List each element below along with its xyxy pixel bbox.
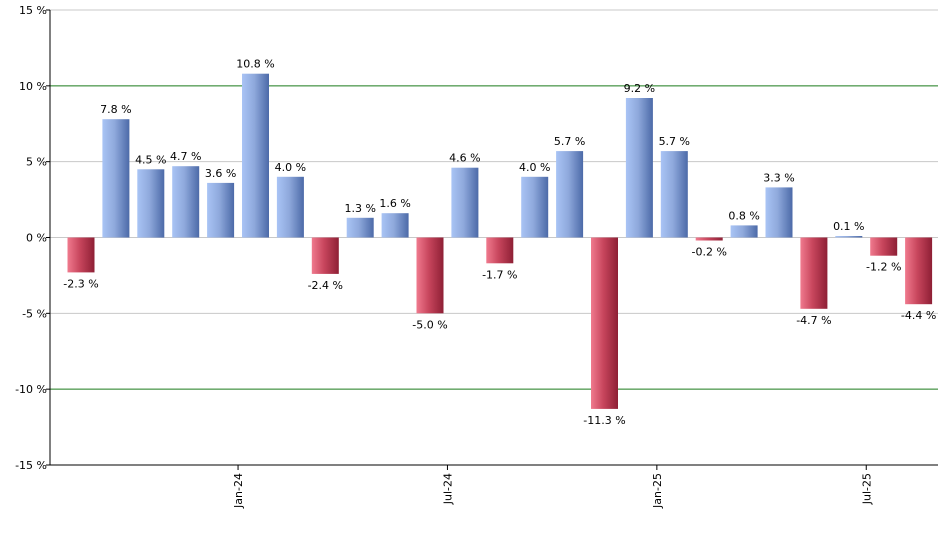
data-label: -4.7 % [796, 314, 831, 327]
data-label: 1.3 % [344, 202, 375, 215]
bar [172, 166, 200, 238]
y-tick-label: -5 % [22, 307, 47, 320]
data-label: 5.7 % [554, 135, 585, 148]
data-label: -1.7 % [482, 268, 517, 281]
bar [102, 119, 130, 238]
data-label: -0.2 % [691, 246, 726, 259]
data-label: -2.3 % [63, 277, 98, 290]
data-label: 5.7 % [659, 135, 690, 148]
bar [695, 237, 723, 241]
data-label: 1.6 % [379, 197, 410, 210]
x-tick-label: Jan-25 [651, 473, 664, 509]
data-label: 3.3 % [763, 171, 794, 184]
bar [346, 217, 374, 238]
bar [381, 213, 409, 238]
bar [137, 169, 165, 238]
bar [835, 236, 863, 238]
y-tick-label: -15 % [15, 459, 47, 472]
bar [905, 237, 933, 305]
data-label: 10.8 % [236, 58, 274, 71]
data-label: -1.2 % [866, 261, 901, 274]
data-label: -4.4 % [901, 309, 936, 322]
bar [416, 237, 444, 314]
bar [730, 225, 758, 238]
data-label: 4.0 % [519, 161, 550, 174]
data-label: 4.5 % [135, 153, 166, 166]
data-label: 9.2 % [624, 82, 655, 95]
axes: 15 % 10 % 5 % 0 % -5 % -10 % -15 % Jan-24 Jul-24… [15, 4, 938, 509]
bar [311, 237, 339, 274]
bars [67, 73, 933, 409]
bar [276, 176, 304, 238]
data-label: 0.8 % [728, 209, 759, 222]
bar [765, 187, 793, 238]
y-tick-label: -10 % [15, 383, 47, 396]
data-label: -5.0 % [412, 318, 447, 331]
data-label: -11.3 % [583, 414, 625, 427]
bar [870, 237, 898, 256]
bar [660, 151, 688, 238]
y-tick-label: 0 % [26, 232, 47, 245]
bar [67, 237, 95, 273]
data-label: 4.0 % [275, 161, 306, 174]
bar [486, 237, 514, 264]
data-label: 7.8 % [100, 103, 131, 116]
bar [242, 73, 269, 238]
bar [556, 151, 584, 238]
x-tick-label: Jul-24 [441, 473, 454, 505]
data-label: 0.1 % [833, 220, 864, 233]
y-tick-label: 10 % [19, 80, 47, 93]
data-labels: -2.3 % 7.8 % 4.5 % 4.7 % 3.6 % 10.8 % 4.0 % -2.… [63, 58, 936, 427]
bar [800, 237, 828, 309]
bar [451, 167, 479, 238]
bar [591, 237, 618, 409]
data-label: 4.6 % [449, 152, 480, 165]
y-tick-label: 5 % [26, 156, 47, 169]
data-label: -2.4 % [308, 279, 343, 292]
bar [207, 182, 235, 238]
data-label: 3.6 % [205, 167, 236, 180]
x-tick-label: Jan-24 [232, 473, 245, 509]
bar [625, 98, 653, 238]
x-tick-label: Jul-25 [860, 473, 873, 505]
data-label: 4.7 % [170, 150, 201, 163]
y-tick-label: 15 % [19, 4, 47, 17]
bar [521, 176, 549, 238]
